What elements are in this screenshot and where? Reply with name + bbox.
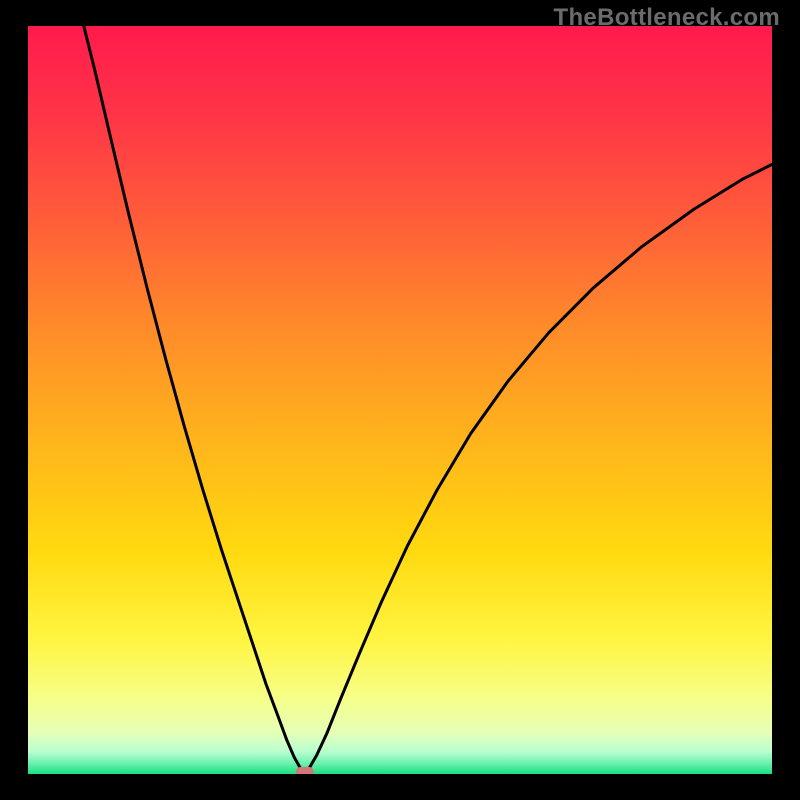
gradient-background	[28, 26, 772, 774]
minimum-marker	[296, 767, 314, 774]
bottleneck-chart	[28, 26, 772, 774]
plot-area	[28, 26, 772, 774]
chart-frame: TheBottleneck.com	[0, 0, 800, 800]
watermark-text: TheBottleneck.com	[554, 4, 780, 32]
